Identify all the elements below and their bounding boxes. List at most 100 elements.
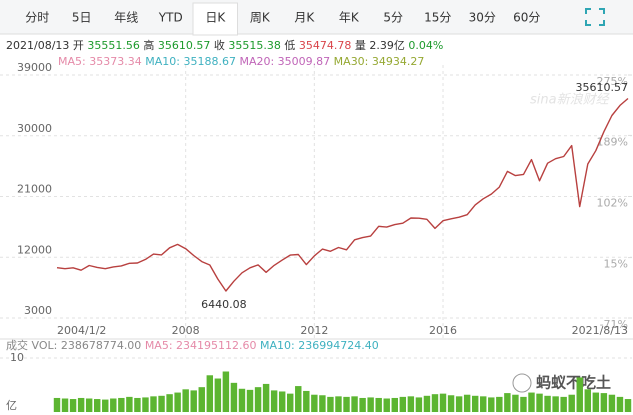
volume-bar bbox=[447, 395, 455, 412]
volume-bar bbox=[327, 396, 334, 412]
ma-name: MA30: bbox=[334, 55, 369, 68]
ma-name: MA5: bbox=[58, 55, 86, 68]
quote-label: 低 bbox=[284, 39, 295, 52]
volume-bar bbox=[142, 397, 149, 412]
volume-bar bbox=[471, 395, 479, 412]
quote-label: 收 bbox=[214, 38, 225, 52]
volume-bar bbox=[270, 390, 278, 412]
tab[interactable]: 日K bbox=[205, 11, 226, 25]
ma-legend: MA5: 35373.34 MA10: 35188.67 MA20: 35009… bbox=[58, 55, 424, 68]
volume-bar bbox=[206, 375, 214, 412]
volume-legend-name: VOL: bbox=[32, 339, 58, 352]
volume-bar bbox=[190, 390, 197, 412]
volume-legend-name: MA5: bbox=[145, 339, 173, 352]
volume-bar bbox=[246, 389, 254, 412]
volume-bar bbox=[367, 397, 374, 412]
volume-bar bbox=[287, 393, 294, 412]
volume-bar bbox=[77, 397, 85, 412]
tab[interactable]: 分时 bbox=[25, 11, 49, 25]
fullscreen-icon[interactable] bbox=[585, 8, 605, 26]
volume-bar bbox=[568, 394, 575, 412]
volume-bar bbox=[182, 389, 189, 412]
quote-label: 高 bbox=[143, 38, 154, 52]
tab[interactable]: 周K bbox=[250, 11, 271, 25]
quote-value: 0.04% bbox=[408, 39, 443, 52]
tab-bar bbox=[0, 0, 633, 34]
quote-value: 2.39亿 bbox=[369, 39, 405, 52]
volume-bar bbox=[488, 397, 495, 412]
volume-bar bbox=[359, 397, 366, 412]
quote-line: 2021/08/13 开 35551.56 高 35610.57 收 35515… bbox=[6, 38, 443, 52]
x-tick-label: 2004/1/2 bbox=[57, 324, 106, 337]
tab[interactable]: 15分 bbox=[424, 11, 451, 25]
volume-bar bbox=[480, 396, 487, 412]
volume-legend-name: MA10: bbox=[260, 339, 295, 352]
volume-bar bbox=[496, 396, 503, 412]
volume-bar bbox=[254, 387, 262, 412]
volume-bar bbox=[391, 397, 398, 412]
tab[interactable]: 年K bbox=[339, 11, 360, 25]
volume-bar bbox=[407, 396, 415, 412]
volume-bar bbox=[214, 378, 222, 412]
volume-bar bbox=[463, 394, 471, 412]
ma-name: MA20: bbox=[239, 55, 274, 68]
volume-legend: 成交 VOL: 238678774.00 MA5: 234195112.60 M… bbox=[6, 338, 379, 352]
y2-tick-label: 275% bbox=[597, 75, 628, 88]
volume-bar bbox=[174, 392, 181, 412]
y2-tick-label: 15% bbox=[604, 258, 628, 271]
volume-bar bbox=[375, 397, 382, 412]
volume-bar bbox=[415, 397, 423, 412]
volume-bar bbox=[383, 398, 390, 412]
tab[interactable]: YTD bbox=[158, 11, 183, 25]
y-tick-label: 39000 bbox=[17, 61, 52, 74]
ma-value: 35373.34 bbox=[89, 55, 142, 68]
volume-bar bbox=[53, 397, 61, 412]
volume-bar bbox=[343, 396, 350, 412]
volume-bar bbox=[118, 397, 125, 412]
volume-bar bbox=[624, 399, 632, 412]
tab[interactable]: 年线 bbox=[114, 11, 138, 25]
quote-value: 35474.78 bbox=[299, 39, 352, 52]
quote-value: 35610.57 bbox=[158, 39, 211, 52]
volume-bar bbox=[303, 390, 310, 412]
volume-bar bbox=[431, 394, 439, 412]
volume-bar bbox=[278, 391, 286, 412]
volume-bar bbox=[238, 388, 246, 412]
volume-bar bbox=[455, 396, 463, 412]
quote-label: 量 bbox=[355, 39, 366, 52]
volume-bar bbox=[351, 396, 358, 412]
volume-bar bbox=[423, 395, 431, 412]
volume-bar bbox=[69, 399, 77, 412]
volume-legend-value: 236994724.40 bbox=[298, 339, 378, 352]
volume-bar bbox=[85, 398, 93, 412]
volume-bar bbox=[592, 392, 600, 412]
volume-bar bbox=[512, 394, 519, 412]
y-tick-label: 12000 bbox=[17, 243, 52, 256]
volume-bar bbox=[608, 394, 616, 412]
volume-bar bbox=[520, 396, 527, 412]
tab[interactable]: 60分 bbox=[513, 11, 540, 25]
volume-bar bbox=[295, 386, 302, 412]
volume-bar bbox=[311, 394, 318, 412]
tab[interactable]: 月K bbox=[294, 11, 315, 25]
volume-bar bbox=[536, 393, 543, 412]
x-tick-label: 2008 bbox=[172, 324, 200, 337]
tab[interactable]: 5日 bbox=[72, 11, 92, 25]
volume-bar bbox=[262, 383, 270, 412]
volume-bar bbox=[166, 394, 173, 412]
ma-name: MA10: bbox=[145, 55, 180, 68]
volume-unit: 亿 bbox=[6, 399, 17, 412]
volume-bar bbox=[102, 399, 109, 412]
volume-bar bbox=[544, 395, 551, 412]
volume-bar bbox=[560, 396, 567, 412]
volume-bar bbox=[600, 393, 608, 412]
volume-bar bbox=[528, 392, 535, 412]
ma-value: 34934.27 bbox=[372, 55, 425, 68]
volume-bar bbox=[319, 395, 326, 412]
watermark: sina新浪财经 bbox=[530, 92, 611, 108]
volume-bar bbox=[198, 387, 205, 412]
volume-title: 成交 bbox=[6, 338, 28, 352]
tab[interactable]: 5分 bbox=[383, 11, 403, 25]
tab[interactable]: 30分 bbox=[469, 11, 496, 25]
watermark: 蚂蚁不吃土 bbox=[536, 374, 611, 392]
